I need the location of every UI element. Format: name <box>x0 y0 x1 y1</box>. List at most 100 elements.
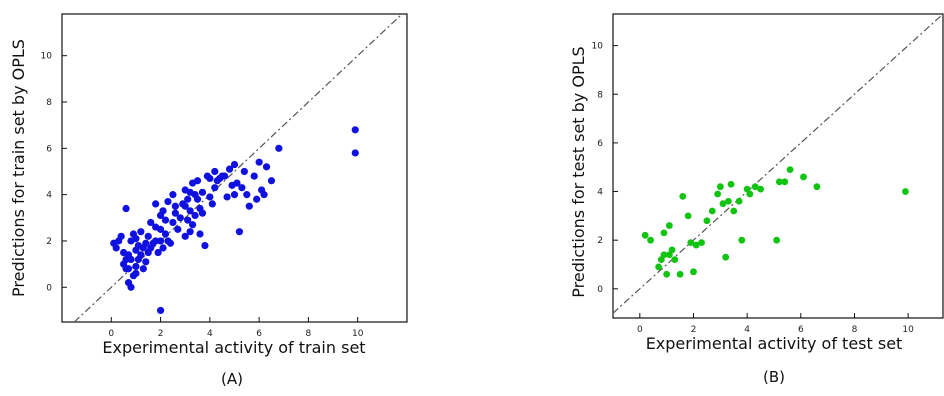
scatter-point-a <box>181 202 189 210</box>
x-ticks-b: 0 2 4 6 8 10 <box>637 313 914 335</box>
scatter-point-a <box>142 239 150 247</box>
scatter-point-a <box>122 255 130 264</box>
scatter-point-b <box>738 236 746 244</box>
scatter-point-a <box>189 221 197 229</box>
scatter-point-b <box>727 180 735 188</box>
scatter-point-a <box>243 191 251 199</box>
scatter-point-a <box>127 283 135 291</box>
scatter-point-a <box>147 218 155 227</box>
reference-line-a <box>73 13 403 323</box>
y-axis-label-a: Predictions for train set by OPLS <box>9 39 28 297</box>
scatter-point-b <box>687 239 695 247</box>
scatter-point-a <box>156 237 165 245</box>
x-tick-label-b: 0 <box>637 325 643 335</box>
scatter-point-a <box>230 160 239 169</box>
scatter-point-a <box>181 232 189 240</box>
scatter-point-b <box>684 212 692 220</box>
x-tick-label-b: 2 <box>691 325 697 335</box>
y-tick-label-b: 8 <box>597 90 603 100</box>
x-tick-label-a: 2 <box>158 329 164 339</box>
y-tick-label-b: 6 <box>597 139 603 149</box>
x-axis-label-a: Experimental activity of train set <box>102 338 365 357</box>
scatter-point-a <box>142 258 150 266</box>
scatter-point-a <box>201 241 209 250</box>
scatter-point-a <box>206 174 214 183</box>
scatter-point-b <box>679 193 687 200</box>
scatter-point-a <box>161 230 170 238</box>
scatter-point-a <box>351 126 359 134</box>
scatter-point-a <box>152 200 160 208</box>
scatter-point-b <box>714 190 722 198</box>
scatter-point-a <box>193 177 202 185</box>
scatter-point-b <box>671 256 679 264</box>
points-b <box>641 166 909 278</box>
scatter-point-a <box>132 235 140 243</box>
y-tick-label-a: 4 <box>46 191 52 201</box>
scatter-point-a <box>164 197 172 206</box>
y-tick-label-b: 2 <box>597 236 603 246</box>
scatter-point-b <box>757 185 764 193</box>
scatter-point-a <box>171 202 179 210</box>
y-tick-label-b: 0 <box>597 285 603 295</box>
panel-b: 0 2 4 6 8 10 0 2 4 6 8 10 Experimental activity of… <box>569 13 944 386</box>
scatter-point-a <box>351 149 359 157</box>
scatter-point-b <box>719 200 727 208</box>
scatter-point-b <box>813 183 821 191</box>
x-tick-label-a: 8 <box>306 329 312 339</box>
scatter-point-a <box>152 237 160 245</box>
panel-a: 0 2 4 6 8 10 0 2 4 6 8 10 Experimental activity of… <box>9 13 408 388</box>
scatter-point-a <box>275 144 283 152</box>
y-tick-label-a: 0 <box>46 283 52 293</box>
scatter-point-a <box>156 225 165 233</box>
scatter-point-a <box>122 204 130 213</box>
reference-line-b <box>612 13 944 314</box>
scatter-point-b <box>722 253 730 261</box>
scatter-point-b <box>660 251 668 259</box>
scatter-point-a <box>186 188 194 196</box>
scatter-point-b <box>724 197 732 205</box>
scatter-point-a <box>117 232 125 240</box>
scatter-point-a <box>245 202 253 210</box>
x-tick-label-a: 10 <box>352 329 364 339</box>
scatter-point-a <box>132 269 140 277</box>
scatter-point-a <box>186 207 194 215</box>
scatter-point-a <box>137 228 145 236</box>
scatter-point-b <box>716 183 724 191</box>
scatter-point-a <box>218 172 226 180</box>
scatter-point-b <box>786 166 794 174</box>
scatter-point-b <box>781 178 789 186</box>
x-tick-label-a: 0 <box>108 329 114 339</box>
scatter-point-b <box>708 207 716 215</box>
scatter-point-a <box>238 184 246 192</box>
y-axis-label-b: Predictions for test set by OPLS <box>569 46 588 297</box>
caption-a: (A) <box>221 370 243 388</box>
points-a <box>110 126 359 315</box>
scatter-point-b <box>663 270 671 278</box>
scatter-point-b <box>698 239 705 247</box>
plot-frame-a <box>61 13 408 323</box>
scatter-point-b <box>676 270 684 278</box>
scatter-point-a <box>196 230 204 238</box>
scatter-point-a <box>191 211 199 220</box>
x-tick-label-b: 6 <box>798 325 804 335</box>
y-tick-label-a: 2 <box>46 237 52 247</box>
scatter-point-a <box>139 265 147 273</box>
x-tick-label-a: 4 <box>207 329 213 339</box>
scatter-point-b <box>800 173 807 181</box>
scatter-point-b <box>730 207 738 215</box>
x-tick-label-b: 8 <box>852 325 858 335</box>
scatter-point-a <box>169 191 177 199</box>
scatter-point-a <box>154 248 162 257</box>
scatter-point-a <box>206 193 214 201</box>
scatter-point-a <box>171 209 179 217</box>
scatter-point-a <box>255 158 263 166</box>
scatter-point-a <box>144 232 152 240</box>
scatter-point-a <box>137 251 145 259</box>
scatter-point-a <box>159 244 167 252</box>
scatter-point-b <box>655 263 663 271</box>
scatter-point-a <box>267 177 276 185</box>
scatter-point-a <box>262 163 271 171</box>
y-tick-label-b: 10 <box>592 42 604 52</box>
x-tick-label-b: 10 <box>902 325 914 335</box>
